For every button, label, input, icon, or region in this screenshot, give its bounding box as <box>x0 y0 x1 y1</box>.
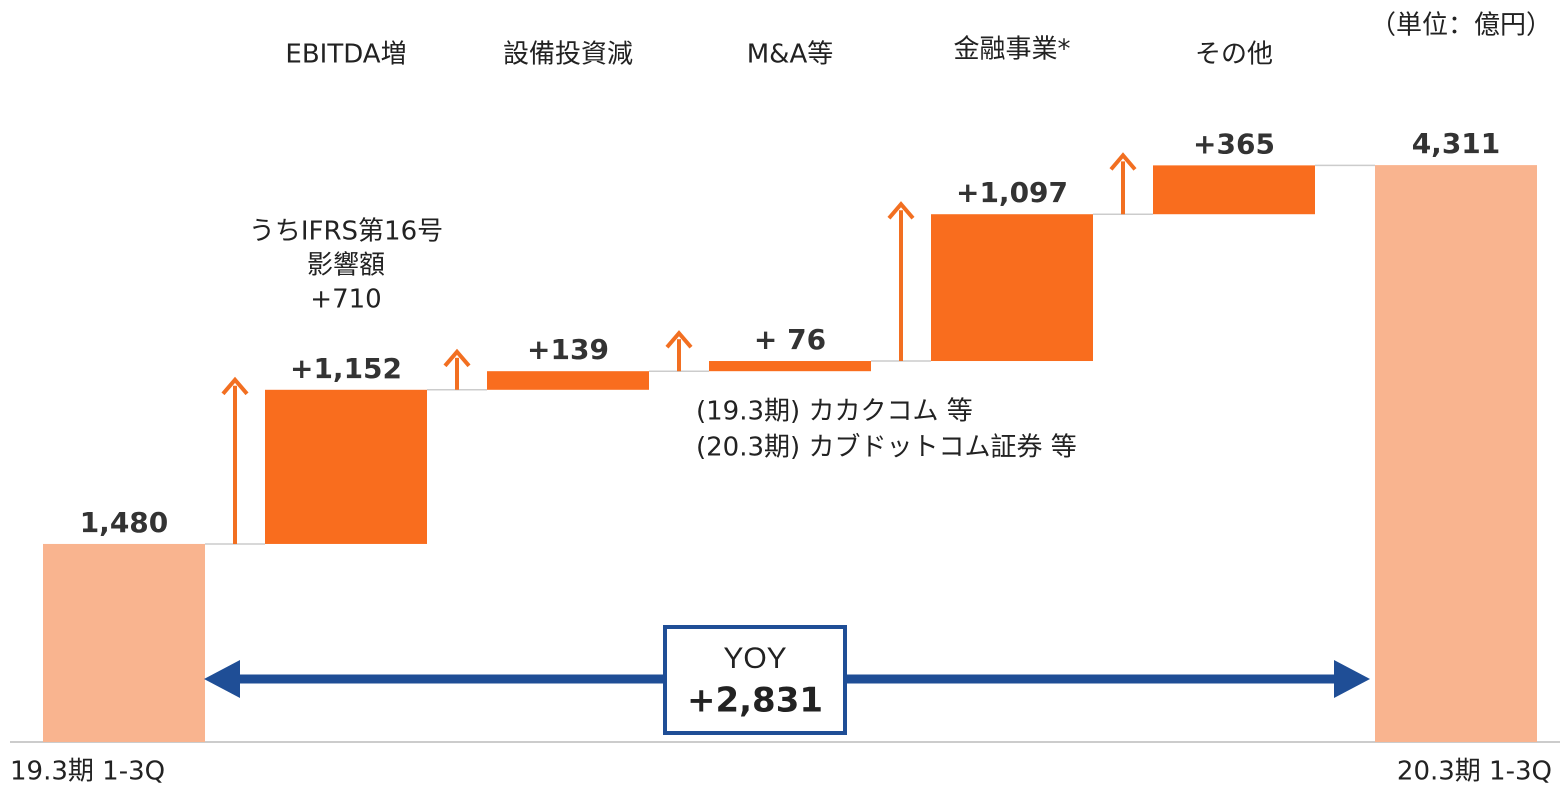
annotation: 影響額 <box>307 251 385 281</box>
bar <box>43 543 205 742</box>
step-arrow-head <box>1109 152 1137 171</box>
category-label: EBITDA増 <box>285 40 406 70</box>
yoy-label: YOY <box>723 642 786 675</box>
value-label: +1,152 <box>290 352 402 385</box>
category-label: 20.3期 1-3Q <box>1397 757 1552 787</box>
bar <box>931 214 1093 362</box>
bar <box>487 371 649 390</box>
category-label: M&A等 <box>747 40 834 70</box>
category-label: その他 <box>1195 40 1273 70</box>
value-label: +1,097 <box>956 176 1068 209</box>
annotation: (19.3期) カカクコム 等 <box>696 397 973 427</box>
category-label: 金融事業* <box>953 35 1070 65</box>
step-arrow-head <box>443 348 471 368</box>
category-label: 19.3期 1-3Q <box>10 757 165 787</box>
bar <box>1153 165 1315 215</box>
step-arrow-head <box>221 376 249 396</box>
value-label: +139 <box>527 333 609 366</box>
bar <box>1375 165 1537 743</box>
yoy-arrow-head <box>1334 660 1370 698</box>
value-label: 1,480 <box>80 506 169 539</box>
bar <box>709 361 871 372</box>
yoy-box <box>663 625 847 735</box>
yoy-value: +2,831 <box>687 681 823 721</box>
annotation: (20.3期) カブドットコム証券 等 <box>696 433 1077 463</box>
unit-label: （単位：億円） <box>1370 11 1552 41</box>
annotation: うちIFRS第16号 <box>249 217 443 247</box>
yoy-arrow-head <box>204 660 240 698</box>
value-label: + 76 <box>754 323 826 356</box>
step-arrow-head <box>665 330 693 349</box>
category-label: 設備投資減 <box>503 40 633 70</box>
step-arrow-head <box>887 201 915 220</box>
bar <box>265 389 427 544</box>
value-label: +365 <box>1193 127 1275 160</box>
annotation: +710 <box>310 285 381 315</box>
value-label: 4,311 <box>1412 127 1501 160</box>
